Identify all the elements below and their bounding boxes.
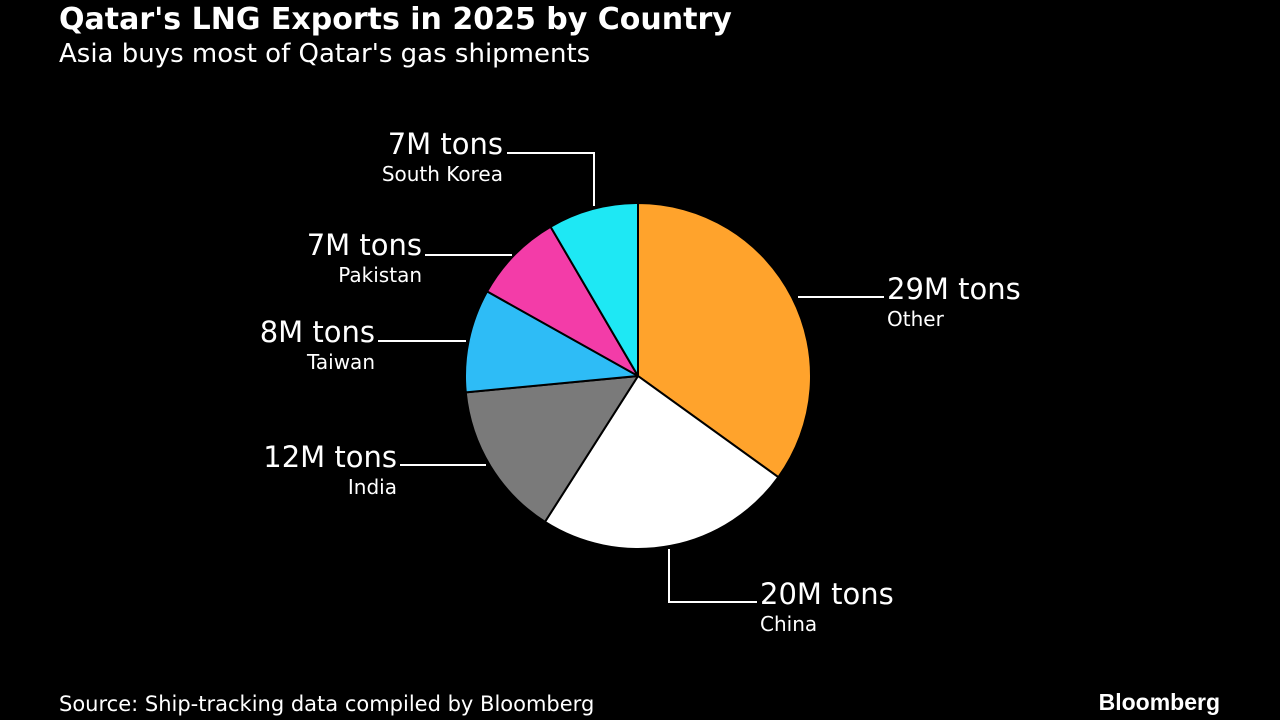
pie-slice-taiwan [464,290,639,394]
source-note: Source: Ship-tracking data compiled by B… [59,692,595,716]
category-label-south-korea: South Korea [382,162,503,186]
value-label-taiwan: 8M tons [260,315,375,349]
pie-slice-south-korea [549,202,639,377]
category-label-taiwan: Taiwan [306,350,375,374]
value-label-india: 12M tons [263,440,397,474]
bloomberg-logo: Bloomberg [1098,689,1220,715]
value-label-other: 29M tons [887,272,1021,306]
leader-line-china [668,549,757,603]
chart-subtitle: Asia buys most of Qatar's gas shipments [59,39,591,69]
category-label-pakistan: Pakistan [338,263,422,287]
value-label-south-korea: 7M tons [388,127,503,161]
pie-slice-pakistan [486,225,639,377]
pie-slices [464,202,812,551]
category-label-china: China [760,612,817,636]
chart-title: Qatar's LNG Exports in 2025 by Country [59,2,732,37]
value-label-china: 20M tons [760,577,894,611]
category-label-other: Other [887,307,945,331]
pie-slice-india [464,375,639,523]
pie-slice-china [543,375,780,551]
leader-lines [378,152,884,603]
pie-slice-other [637,202,812,479]
category-label-india: India [348,475,397,499]
leader-line-south-korea [507,152,595,206]
value-label-pakistan: 7M tons [307,228,422,262]
